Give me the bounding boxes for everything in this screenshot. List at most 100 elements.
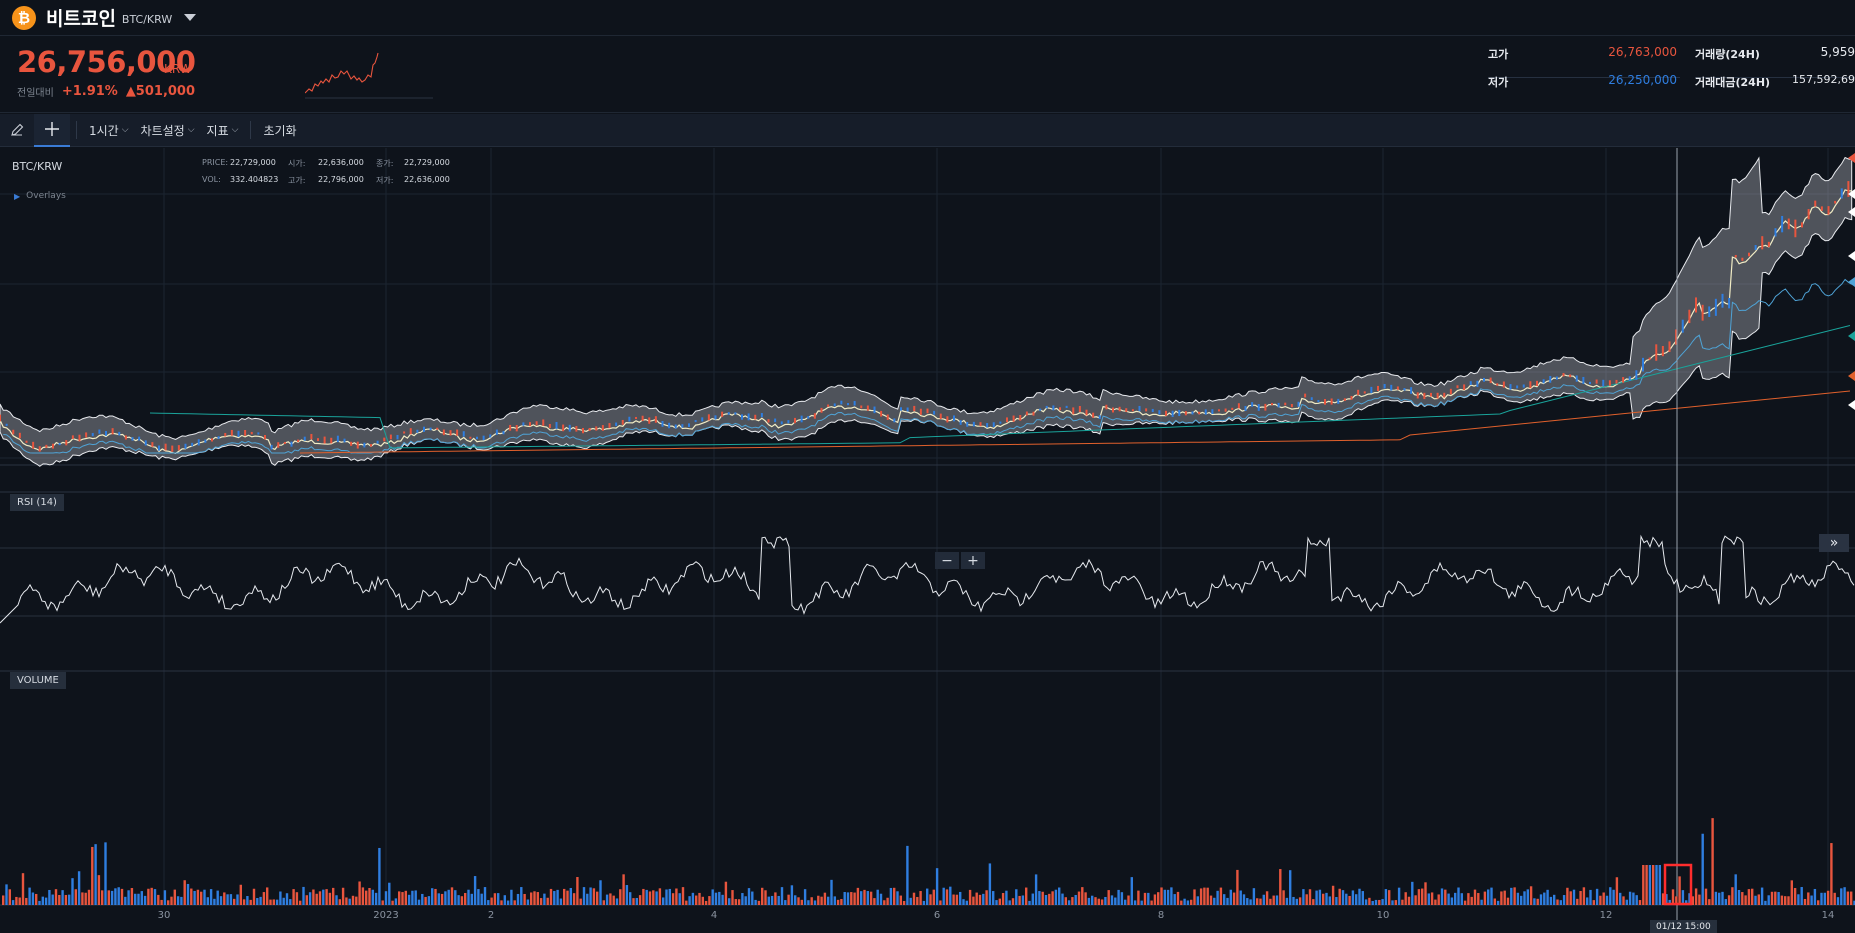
volume-bar [860, 891, 863, 905]
candle [323, 436, 326, 444]
zoom-in-button[interactable]: + [961, 552, 985, 569]
volume-bar [490, 897, 493, 905]
price-chart-canvas[interactable] [0, 148, 1855, 933]
interval-dropdown[interactable]: 1시간 ⌵ [83, 114, 135, 147]
volume-bar [1335, 897, 1338, 905]
coin-dropdown-chevron-down-icon[interactable] [184, 14, 197, 21]
volume-bar [84, 892, 87, 905]
volume-bar [503, 895, 506, 905]
scroll-to-latest-button[interactable]: » [1819, 534, 1849, 552]
volume-bar [170, 896, 173, 905]
candle [416, 429, 419, 433]
volume-bar [11, 900, 15, 905]
volume-bar [1817, 900, 1820, 905]
chart-settings-dropdown[interactable]: 차트설정 ⌵ [135, 114, 201, 147]
candle [449, 430, 452, 436]
price-marker [1848, 207, 1855, 217]
volume-bar [929, 894, 932, 905]
candle [654, 416, 657, 423]
volume-bar [572, 893, 576, 905]
candle [648, 417, 651, 424]
volume-bar [54, 889, 58, 905]
volume-bar [523, 893, 526, 905]
volume-bar [1292, 896, 1295, 905]
candle [721, 411, 724, 417]
volume-bar [1510, 887, 1513, 905]
volume-bar [381, 900, 384, 905]
volume-bar [1520, 895, 1523, 905]
volume-bar [784, 900, 787, 905]
volume-bar [1625, 899, 1628, 905]
volume-bar [1645, 865, 1648, 905]
draw-tool-pencil-icon[interactable] [0, 114, 34, 147]
ohlc-value: 22,636,000 [318, 158, 364, 167]
moving-average-200 [299, 390, 1851, 454]
indicators-dropdown[interactable]: 지표 ⌵ [201, 114, 245, 147]
candle [476, 436, 478, 440]
volume-bar [1605, 895, 1609, 905]
volume-bar [305, 895, 308, 905]
volume-bar [1513, 887, 1516, 905]
volume-bar [1487, 889, 1490, 905]
reset-button[interactable]: 초기화 [263, 123, 297, 138]
volume-bar [173, 889, 176, 905]
volume-bar [695, 895, 698, 905]
candle [840, 400, 843, 405]
candle [237, 430, 240, 437]
volume-bar [1566, 887, 1569, 905]
candle [1158, 410, 1161, 415]
volume-bar [1704, 888, 1708, 905]
volume-bar [1460, 893, 1463, 905]
volume-bar [1140, 900, 1143, 905]
volume-bar [817, 895, 820, 905]
candle [330, 437, 333, 444]
candle [1801, 222, 1803, 228]
candle [350, 441, 353, 446]
volume-bar [1658, 865, 1661, 905]
candle [1549, 375, 1552, 383]
volume-bar [1011, 898, 1015, 905]
volume-bar [1249, 899, 1252, 905]
crosshair-tool-plus-icon[interactable] [34, 113, 70, 147]
candle [1165, 410, 1167, 416]
volume-bar [87, 889, 91, 905]
volume-bar [246, 896, 249, 905]
volume-bar [130, 888, 134, 905]
candle [1052, 405, 1055, 411]
volume-bar [1440, 888, 1444, 905]
volume-bar [470, 893, 473, 905]
volume-bar [1368, 897, 1371, 905]
volume-bar [510, 889, 513, 905]
candle [1324, 398, 1326, 405]
candle [1589, 381, 1591, 385]
overlays-toggle[interactable]: ▶ Overlays [14, 191, 66, 201]
volume-bar [1153, 894, 1157, 905]
volume-bar [708, 896, 711, 905]
candle [1622, 377, 1625, 383]
volume-bar [269, 899, 272, 905]
candle [376, 440, 379, 444]
volume-bar [879, 893, 883, 905]
volume-bar [401, 892, 404, 905]
volume-bar [1447, 893, 1450, 905]
volume-bar [1754, 895, 1757, 905]
volume-bar [1681, 890, 1685, 905]
chart-settings-label: 차트설정 [140, 123, 185, 138]
zoom-out-button[interactable]: − [935, 552, 959, 569]
candle [674, 424, 677, 429]
volume-bar [1397, 887, 1401, 905]
candle [1575, 375, 1578, 382]
candle [250, 431, 253, 435]
candle [701, 417, 704, 422]
candle [1714, 298, 1717, 316]
candle [628, 416, 631, 422]
high-label: 고가 [1488, 48, 1509, 61]
volume-bar [58, 894, 61, 905]
candle [1436, 392, 1439, 399]
candle [1304, 393, 1307, 398]
volume-bar [1196, 896, 1199, 905]
chart-area[interactable]: BTC/KRW ▶ Overlays PRICE: 22,729,000 시가:… [0, 148, 1855, 933]
volume-bar [1246, 898, 1249, 905]
interval-label: 1시간 [89, 123, 119, 138]
candle [747, 413, 750, 421]
